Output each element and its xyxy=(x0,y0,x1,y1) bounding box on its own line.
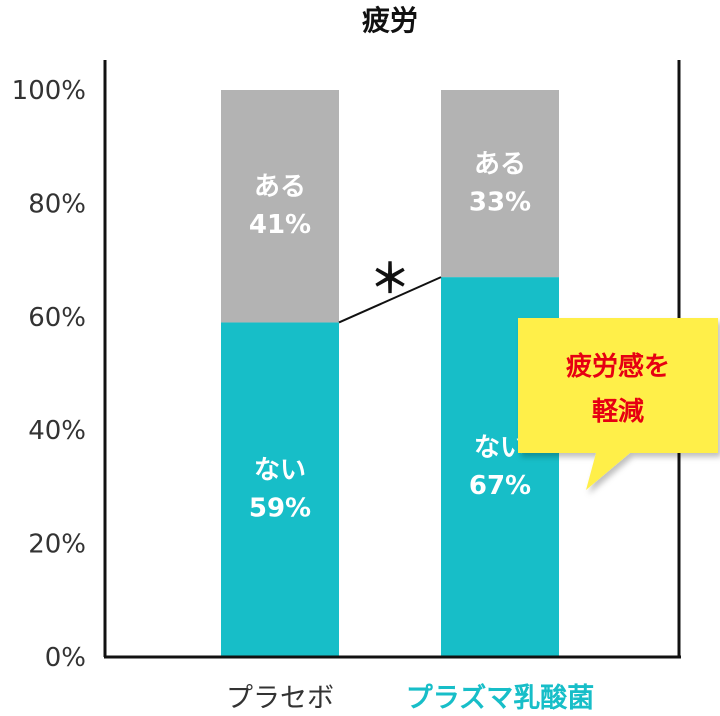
y-tick-label: 100% xyxy=(12,76,86,106)
category-label: プラセボ xyxy=(226,683,334,714)
segment-label-top-value: 41% xyxy=(249,210,311,240)
callout-shape xyxy=(518,318,718,490)
category-labels: プラセボ プラズマ乳酸菌 xyxy=(226,682,594,714)
segment-label-top-value: 33% xyxy=(469,188,531,218)
category-label: プラズマ乳酸菌 xyxy=(406,682,594,714)
segment-label-bottom-value: 67% xyxy=(469,471,531,501)
y-tick-label: 80% xyxy=(28,189,86,219)
y-tick-label: 20% xyxy=(28,530,86,560)
callout-line-2: 軽減 xyxy=(592,396,644,427)
chart-title: 疲労 xyxy=(362,4,418,37)
segment-label-bottom-value: 59% xyxy=(249,494,311,524)
segment-label-top-name: ある xyxy=(474,150,526,180)
bar-segment-top xyxy=(441,90,559,278)
bars xyxy=(221,90,559,657)
segment-label-top-name: ある xyxy=(254,172,306,202)
segment-label-bottom-name: ない xyxy=(254,456,306,486)
y-tick-label: 40% xyxy=(28,416,86,446)
segment-labels: ある 41% ない 59% ある 33% ない 67% xyxy=(249,150,531,524)
bar-segment-bottom xyxy=(221,322,339,657)
callout-bubble: 疲労感を 軽減 xyxy=(518,318,718,490)
y-tick-label: 0% xyxy=(45,643,86,673)
y-tick-label: 60% xyxy=(28,303,86,333)
segment-label-bottom-name: ない xyxy=(474,433,526,463)
callout-line-1: 疲労感を xyxy=(566,351,670,382)
significance-marker: ＊ xyxy=(370,256,410,302)
bar-segment-top xyxy=(221,90,339,323)
y-axis-ticks: 0% 20% 40% 60% 80% 100% xyxy=(12,76,86,673)
significance-connector xyxy=(338,276,442,324)
